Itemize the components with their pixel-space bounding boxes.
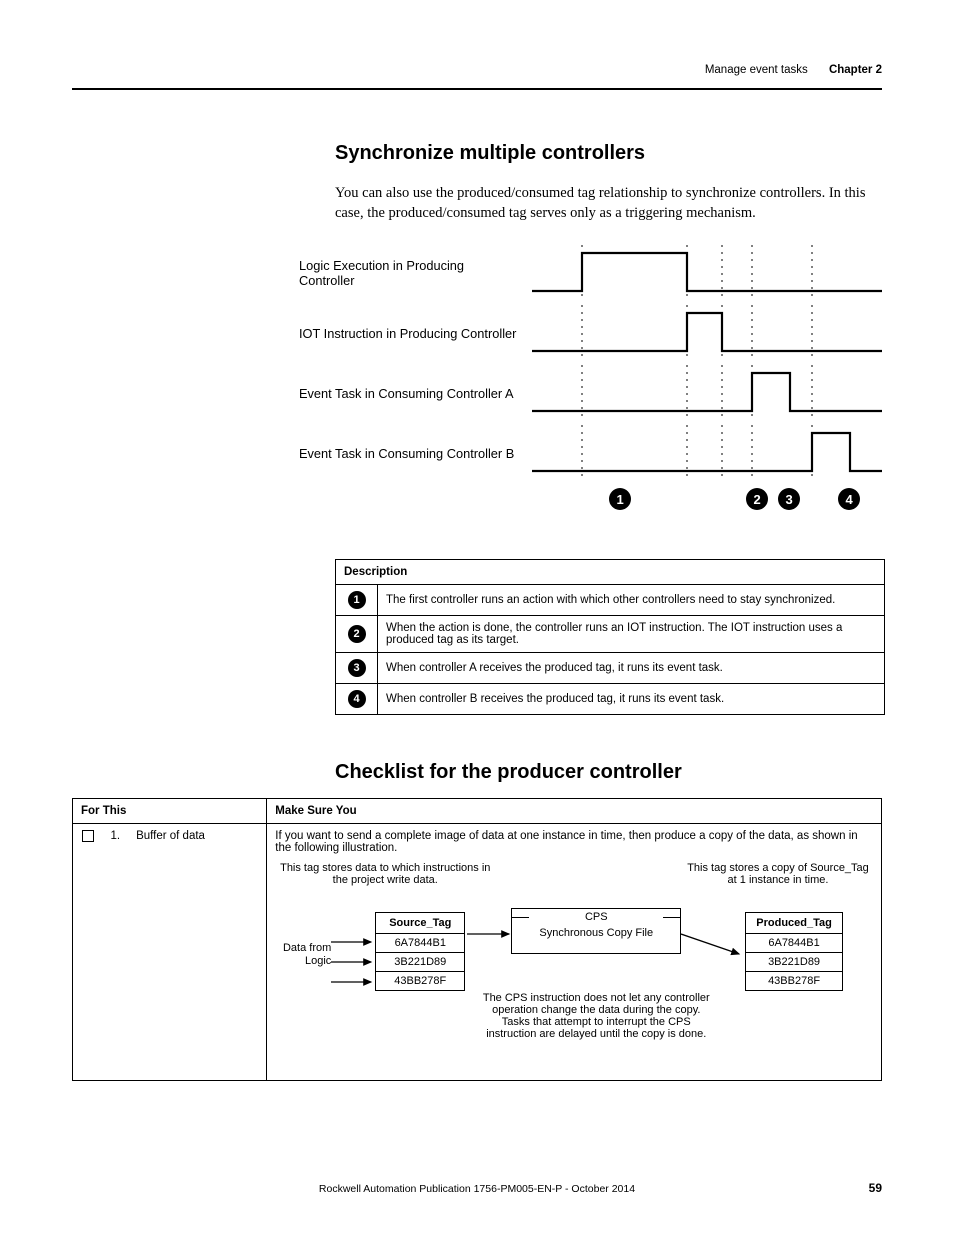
timing-markers: 1 2 3 4 — [299, 483, 882, 523]
produced-tag-header: Produced_Tag — [746, 913, 842, 933]
checklist-th2: Make Sure You — [267, 799, 882, 824]
timing-wave-0 — [532, 245, 882, 301]
produced-tag-v2: 43BB278F — [746, 971, 842, 990]
checklist-row1-body: If you want to send a complete image of … — [267, 824, 882, 1081]
desc-num-3: 3 — [336, 653, 378, 684]
page-number: 59 — [869, 1181, 882, 1195]
desc-num-1: 1 — [336, 585, 378, 616]
timing-wave-3 — [532, 425, 882, 481]
cps-top-label: CPS — [585, 911, 608, 923]
checklist-table: For This Make Sure You 1. Buffer of data… — [72, 798, 882, 1081]
checklist-row1-label: Buffer of data — [128, 824, 267, 1081]
sync-title: Synchronize multiple controllers — [335, 142, 882, 165]
checklist-row1-num: 1. — [103, 824, 129, 1081]
arrow-cps-prod-icon — [681, 924, 745, 964]
source-tag-header: Source_Tag — [376, 913, 464, 933]
desc-text-2: When the action is done, the controller … — [378, 616, 885, 653]
timing-row-event-a: Event Task in Consuming Controller A — [299, 363, 882, 423]
checkbox-icon — [82, 830, 94, 842]
cps-note: The CPS instruction does not let any con… — [481, 992, 711, 1040]
timing-label-3: Event Task in Consuming Controller B — [299, 446, 532, 461]
header-section: Manage event tasks — [705, 64, 808, 76]
desc-header: Description — [336, 560, 885, 585]
timing-label-2: Event Task in Consuming Controller A — [299, 386, 532, 401]
checklist-checkbox-cell — [73, 824, 103, 1081]
desc-num-2: 2 — [336, 616, 378, 653]
timing-wave-2 — [532, 365, 882, 421]
arrows-in-icon — [331, 934, 375, 990]
timing-label-0: Logic Execution in Producing Controller — [299, 258, 532, 288]
sync-para: You can also use the produced/consumed t… — [335, 183, 882, 223]
timing-diagram: Logic Execution in Producing Controller … — [299, 243, 882, 523]
description-table: Description 1 The first controller runs … — [335, 559, 885, 715]
arrow-src-cps-icon — [467, 924, 513, 944]
marker-1: 1 — [609, 488, 631, 510]
data-from-logic-label: Data from Logic — [275, 942, 331, 968]
source-tag-v2: 43BB278F — [376, 971, 464, 990]
source-tag-box: Source_Tag 6A7844B1 3B221D89 43BB278F — [375, 912, 465, 991]
header-chapter: Chapter 2 — [829, 64, 882, 76]
marker-4: 4 — [838, 488, 860, 510]
footer-pub: Rockwell Automation Publication 1756-PM0… — [72, 1183, 882, 1195]
desc-text-4: When controller B receives the produced … — [378, 684, 885, 715]
marker-3: 3 — [778, 488, 800, 510]
running-header: Manage event tasks Chapter 2 — [705, 64, 882, 76]
checklist-th1: For This — [73, 799, 267, 824]
desc-text-3: When controller A receives the produced … — [378, 653, 885, 684]
produced-tag-v1: 3B221D89 — [746, 952, 842, 971]
checklist-row1-text: If you want to send a complete image of … — [275, 830, 873, 854]
cps-box: CPS Synchronous Copy File — [511, 908, 681, 954]
desc-num-4: 4 — [336, 684, 378, 715]
timing-row-iot: IOT Instruction in Producing Controller — [299, 303, 882, 363]
source-tag-v0: 6A7844B1 — [376, 933, 464, 952]
source-tag-v1: 3B221D89 — [376, 952, 464, 971]
produced-tag-box: Produced_Tag 6A7844B1 3B221D89 43BB278F — [745, 912, 843, 991]
timing-row-event-b: Event Task in Consuming Controller B — [299, 423, 882, 483]
checklist-illustration: This tag stores data to which instructio… — [275, 862, 873, 1074]
timing-wave-1 — [532, 305, 882, 361]
cps-bottom-label: Synchronous Copy File — [512, 925, 680, 953]
illus-caption-right: This tag stores a copy of Source_Tag at … — [683, 862, 873, 886]
produced-tag-v0: 6A7844B1 — [746, 933, 842, 952]
timing-row-logic: Logic Execution in Producing Controller — [299, 243, 882, 303]
checklist-title: Checklist for the producer controller — [335, 761, 882, 784]
desc-text-1: The first controller runs an action with… — [378, 585, 885, 616]
header-rule — [72, 88, 882, 90]
timing-label-1: IOT Instruction in Producing Controller — [299, 326, 532, 341]
marker-2: 2 — [746, 488, 768, 510]
illus-caption-left: This tag stores data to which instructio… — [275, 862, 495, 886]
